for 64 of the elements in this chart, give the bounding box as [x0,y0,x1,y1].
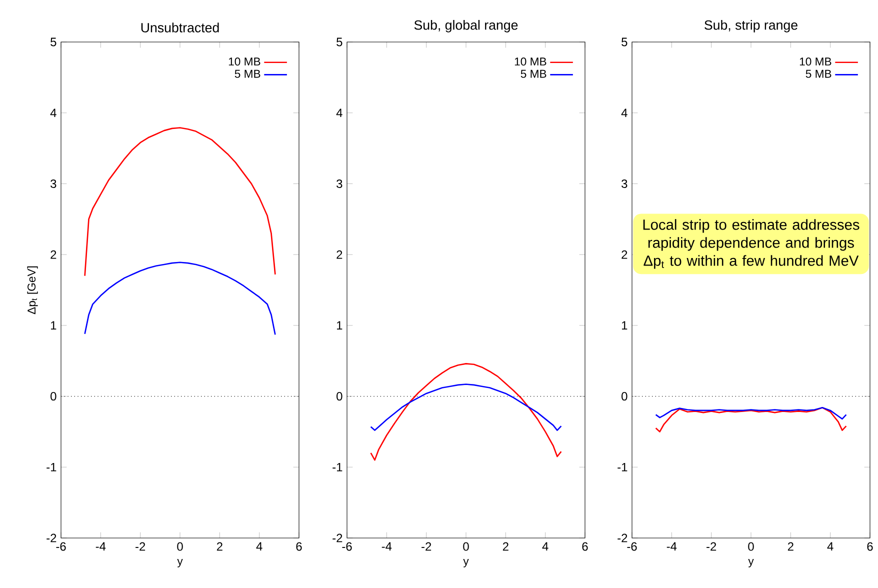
x-tick-label: 4 [542,542,548,551]
y-tick-label: 1 [50,321,56,330]
y-tick-label: 4 [50,108,56,117]
x-tick-label: -6 [627,542,637,551]
x-tick-label: -2 [706,542,716,551]
x-axis-title: y [748,559,754,568]
y-tick-label: 2 [622,250,628,259]
y-tick-label: 4 [621,108,628,117]
y-tick-label: 3 [622,179,628,188]
legend-label: 5 MB [520,70,546,78]
line-series [84,127,276,276]
legend-label: 10 MB [228,58,260,66]
x-tick-label: 2 [788,542,794,551]
x-tick-label: 4 [827,542,834,551]
x-tick-label: -2 [422,542,432,551]
y-tick-label: 0 [336,392,342,401]
x-tick-label: 0 [748,542,754,551]
y-tick-label: 1 [622,321,628,330]
x-tick-label: 6 [582,542,588,551]
y-tick-label: 1 [336,321,342,330]
y-tick-label: 5 [622,38,628,46]
x-tick-label: -6 [56,542,66,551]
legend-label: 5 MB [806,70,832,78]
chart-title: Unsubtracted [141,22,219,32]
y-tick-label: 2 [50,250,56,259]
line-series [370,363,562,461]
y-tick-label: 4 [336,108,342,117]
x-tick-label: 6 [296,542,302,551]
chart-title: Sub, strip range [704,20,798,32]
x-tick-label: -4 [666,542,677,551]
y-tick-label: -1 [46,463,56,472]
x-axis-title: y [177,559,183,568]
y-tick-label: 0 [50,392,56,401]
x-tick-label: -4 [96,542,106,551]
legend-label: 10 MB [514,58,546,66]
line-series [655,406,847,432]
x-tick-label: 0 [463,542,469,551]
line-series [84,262,276,336]
x-tick-label: 2 [502,542,508,551]
y-tick-label: -2 [618,534,628,542]
x-tick-label: 4 [256,542,262,551]
x-tick-label: -4 [382,542,392,551]
x-tick-label: 0 [177,542,183,551]
x-axis-title: y [463,559,469,568]
x-tick-label: -2 [136,542,146,551]
y-tick-label: 3 [336,179,342,188]
line-series [370,384,562,431]
y-tick-label: 2 [336,250,342,259]
annotation: Local strip to estimate addresses rapidity dependence and brings Δp$_{t}$ to within a few hundred MeV [643,219,860,269]
y-axis-title: Δp$_{t}$ [GeV] [27,266,38,314]
y-tick-label: 3 [50,179,56,188]
y-tick-label: -2 [46,534,56,542]
y-tick-label: 5 [50,38,56,46]
x-tick-label: 6 [867,542,873,551]
y-tick-label: -1 [618,463,628,472]
chart-title: Sub, global range [414,20,518,32]
y-tick-label: 0 [622,392,628,401]
legend-label: 5 MB [234,70,260,78]
x-tick-label: 2 [216,542,222,551]
y-tick-label: 5 [336,38,342,46]
y-tick-label: -2 [332,534,342,542]
y-tick-label: -1 [332,463,342,472]
legend-label: 10 MB [800,58,832,66]
x-tick-label: -6 [342,542,352,551]
